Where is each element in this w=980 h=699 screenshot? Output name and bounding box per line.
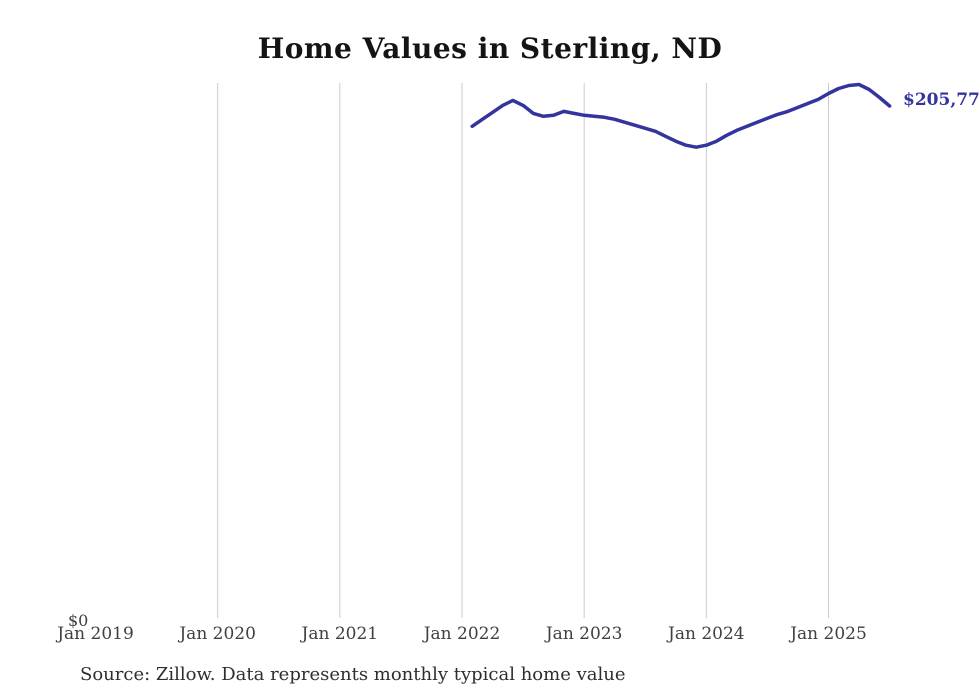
x-tick-label: Jan 2022 <box>423 624 501 644</box>
chart-title: Home Values in Sterling, ND <box>257 32 723 65</box>
y-axis-zero-tick-label: $0 <box>68 611 89 630</box>
x-tick-label: Jan 2024 <box>668 624 745 644</box>
x-tick-label: Jan 2023 <box>545 624 623 644</box>
x-tick-label: Jan 2020 <box>179 624 256 644</box>
x-tick-label: Jan 2025 <box>790 624 867 644</box>
x-tick-label: Jan 2019 <box>57 624 134 644</box>
home-value-series-line <box>470 82 892 149</box>
x-tick-label: Jan 2021 <box>301 624 379 644</box>
series-end-value-label: $205,777 <box>903 90 980 110</box>
source-note: Source: Zillow. Data represents monthly … <box>80 664 626 685</box>
